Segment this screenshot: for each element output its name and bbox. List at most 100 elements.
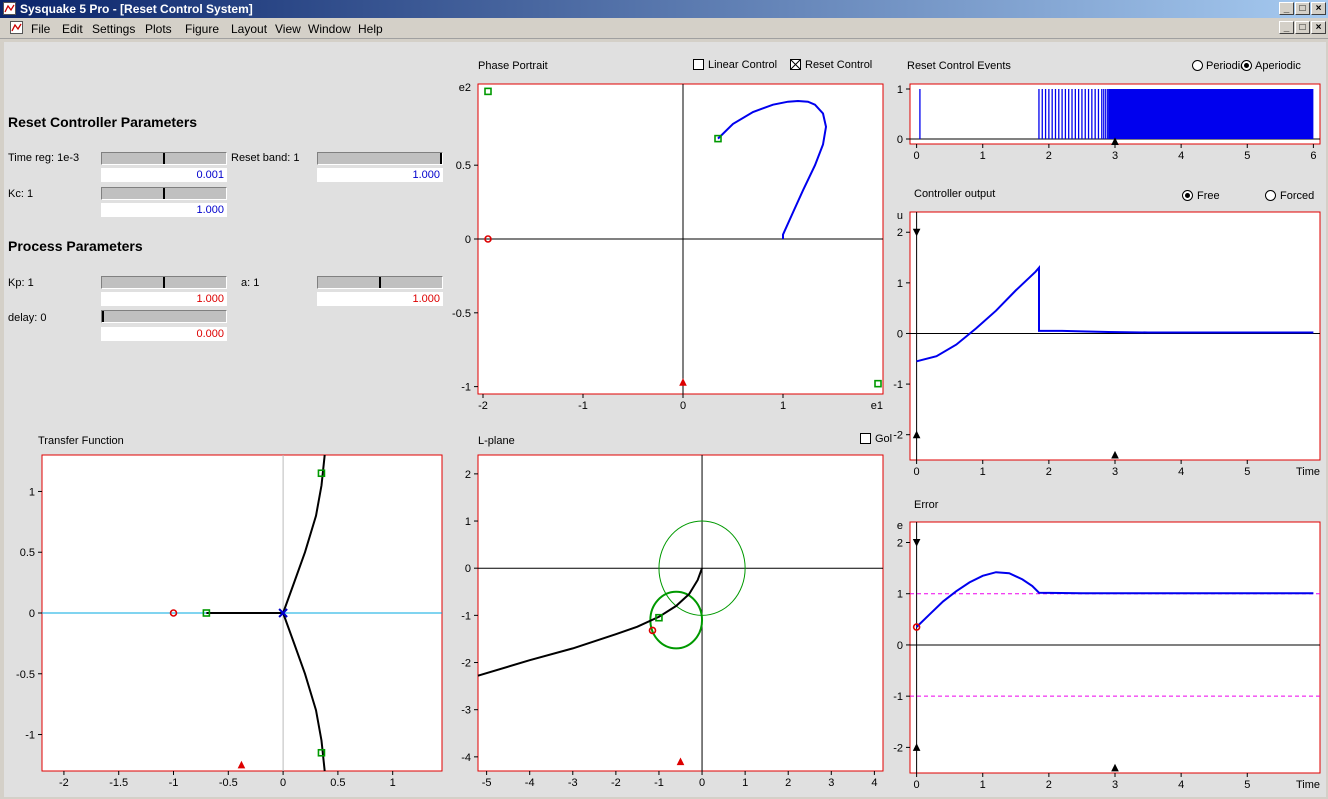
kp-slider[interactable] <box>101 276 227 289</box>
reset-band-value[interactable]: 1.000 <box>317 168 443 182</box>
phase-portrait-plot[interactable]: -2 -1 0 1 -1 -0.5 0 0.5 e1 e2 <box>436 74 888 416</box>
aperiodic-radio[interactable] <box>1241 60 1252 71</box>
x-tick-label: 0.5 <box>330 777 345 789</box>
x-tick-label: 0 <box>914 779 920 791</box>
x-tick-label: 2 <box>1046 150 1052 162</box>
zero-marker <box>202 609 211 617</box>
doc-restore-button[interactable]: □ <box>1295 21 1310 34</box>
cross-marker <box>278 608 288 618</box>
lplane-plot[interactable]: -5 -4 -3 -2 -1 0 1 2 3 4 -4 -3 -2 -1 0 1 2 <box>436 449 888 797</box>
y-tick-label: 1 <box>897 589 903 601</box>
window-title: Sysquake 5 Pro - [Reset Control System] <box>20 2 253 16</box>
x-tick-label: -2 <box>611 777 621 789</box>
x-axis-label: Time <box>1296 466 1320 478</box>
error-plot[interactable]: 0 1 2 3 4 5 -2 -1 0 1 2 Time e <box>886 514 1326 797</box>
phase-portrait-title: Phase Portrait <box>478 60 548 72</box>
start-marker <box>912 623 921 631</box>
menu-view[interactable]: View <box>275 22 301 36</box>
menu-settings[interactable]: Settings <box>92 22 136 36</box>
a-value[interactable]: 1.000 <box>317 292 443 306</box>
kc-value[interactable]: 1.000 <box>101 203 227 217</box>
y-tick-label: -2 <box>461 658 471 670</box>
close-button[interactable]: × <box>1311 2 1326 15</box>
x-tick-label: -2 <box>59 777 69 789</box>
process-params-header: Process Parameters <box>8 238 143 254</box>
x-tick-label: 1 <box>742 777 748 789</box>
y-tick-label: -1 <box>893 379 903 391</box>
y-tick-label: -1 <box>25 730 35 742</box>
x-tick-label: 4 <box>1178 466 1184 478</box>
triangle-marker <box>676 757 685 766</box>
reset-control-checkbox[interactable] <box>790 59 801 70</box>
delay-slider[interactable] <box>101 310 227 323</box>
x-tick-label: 0 <box>280 777 286 789</box>
x-tick-label: 0 <box>914 150 920 162</box>
delay-value[interactable]: 0.000 <box>101 327 227 341</box>
free-radio[interactable] <box>1182 190 1193 201</box>
y-tick-label: 2 <box>465 469 471 481</box>
kp-value[interactable]: 1.000 <box>101 292 227 306</box>
error-line <box>915 571 1314 628</box>
red-marker <box>648 626 657 635</box>
x-tick-label: -3 <box>568 777 578 789</box>
x-tick-label: -5 <box>482 777 492 789</box>
a-slider[interactable] <box>317 276 443 289</box>
reset-band-label: Reset band: 1 <box>231 152 300 164</box>
controller-output-plot[interactable]: 0 1 2 3 4 5 -2 -1 0 1 2 Time u <box>886 204 1326 484</box>
periodic-radio[interactable] <box>1192 60 1203 71</box>
x-tick-label: 3 <box>1112 466 1118 478</box>
a-label: a: 1 <box>241 277 260 289</box>
plot-frame <box>909 521 1321 774</box>
minimize-button[interactable]: _ <box>1279 2 1294 15</box>
y-tick-label: -1 <box>461 610 471 622</box>
time-reg-label: Time reg: 1e-3 <box>8 152 80 164</box>
x-tick-label: 6 <box>1310 150 1316 162</box>
controller-output-line <box>916 264 1314 363</box>
reset-params-header: Reset Controller Parameters <box>8 114 198 130</box>
transfer-function-plot[interactable]: -2 -1.5 -1 -0.5 0 0.5 1 -1 -0.5 0 0.5 1 <box>4 449 444 797</box>
x-tick-label: -1.5 <box>109 777 128 789</box>
menu-file[interactable]: File <box>31 22 51 36</box>
menu-layout[interactable]: Layout <box>231 22 268 36</box>
time-marker <box>1111 450 1119 459</box>
client-area: Reset Controller Parameters Time reg: 1e… <box>4 42 1326 797</box>
menu-window[interactable]: Window <box>308 22 351 36</box>
menu-figure[interactable]: Figure <box>185 22 220 36</box>
y-tick-label: 0 <box>465 234 471 246</box>
gol-label[interactable]: Gol <box>875 433 893 445</box>
y-tick-label: 0 <box>29 608 35 620</box>
corner-marker-top <box>484 87 492 96</box>
y-tick-label: 0.5 <box>456 160 471 172</box>
kp-label: Kp: 1 <box>8 277 34 289</box>
x-tick-label: 1 <box>980 150 986 162</box>
maximize-button[interactable]: □ <box>1295 2 1310 15</box>
menu-help[interactable]: Help <box>358 22 383 36</box>
free-label[interactable]: Free <box>1197 190 1220 202</box>
transfer-function-title: Transfer Function <box>38 435 124 447</box>
x-tick-label: 1 <box>980 466 986 478</box>
kc-slider[interactable] <box>101 187 227 200</box>
periodic-label[interactable]: Periodic <box>1206 60 1246 72</box>
reset-events-plot[interactable]: 0 1 2 3 4 5 6 0 1 <box>886 74 1326 164</box>
time-reg-slider[interactable] <box>101 152 227 165</box>
x-tick-label: 2 <box>1046 466 1052 478</box>
gol-checkbox[interactable] <box>860 433 871 444</box>
forced-label[interactable]: Forced <box>1280 190 1315 202</box>
doc-close-button[interactable]: × <box>1311 21 1326 34</box>
doc-minimize-button[interactable]: _ <box>1279 21 1294 34</box>
y-tick-label: 0.5 <box>20 547 35 559</box>
reset-control-label[interactable]: Reset Control <box>805 59 873 71</box>
linear-control-label[interactable]: Linear Control <box>708 59 778 71</box>
aperiodic-label[interactable]: Aperiodic <box>1255 60 1301 72</box>
document-icon[interactable] <box>10 21 23 34</box>
forced-radio[interactable] <box>1265 190 1276 201</box>
x-axis-label: Time <box>1296 779 1320 791</box>
menu-edit[interactable]: Edit <box>62 22 83 36</box>
reset-band-slider[interactable] <box>317 152 443 165</box>
y-tick-label: 1 <box>465 516 471 528</box>
dense-event-block <box>1108 89 1314 139</box>
upper-marker <box>317 469 326 478</box>
menu-plots[interactable]: Plots <box>145 22 172 36</box>
linear-control-checkbox[interactable] <box>693 59 704 70</box>
time-reg-value[interactable]: 0.001 <box>101 168 227 182</box>
